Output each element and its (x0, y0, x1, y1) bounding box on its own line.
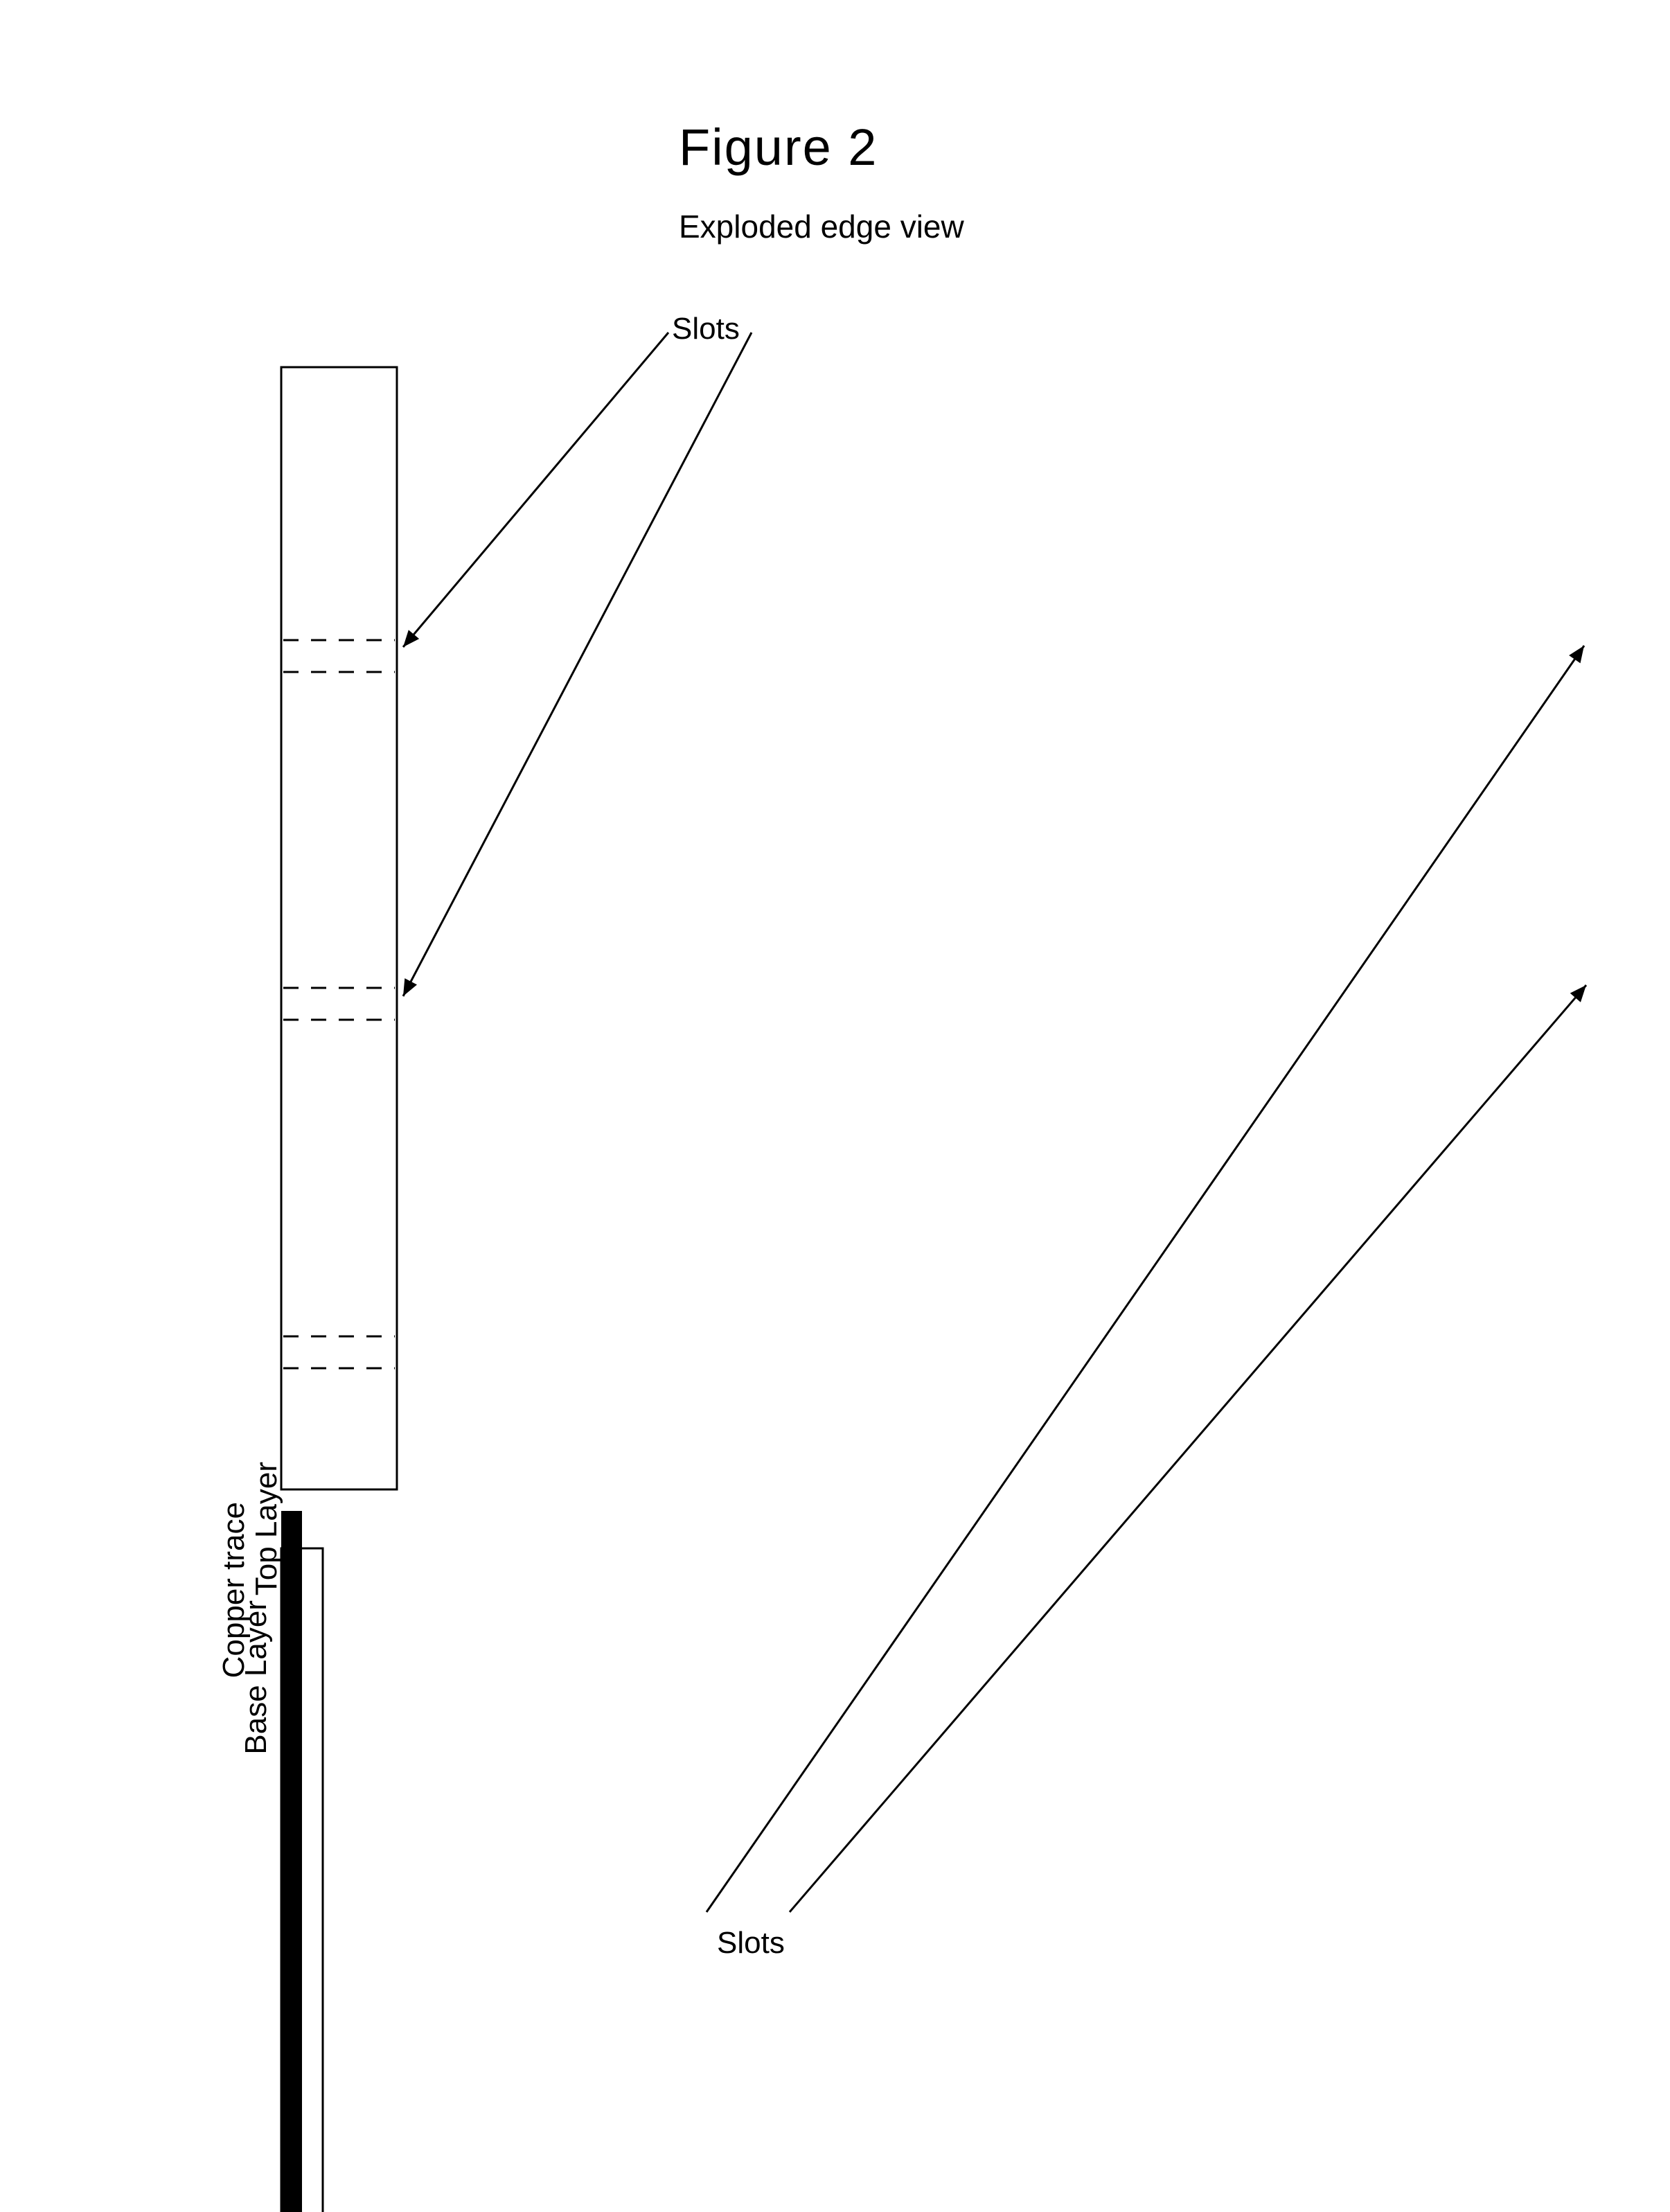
page: Figure 2 Exploded edge view Slots Slots … (0, 0, 1670, 2212)
diagram-svg (0, 0, 1670, 2212)
copper-trace-rect (281, 1511, 302, 2212)
top-layer-rect (281, 367, 397, 1489)
